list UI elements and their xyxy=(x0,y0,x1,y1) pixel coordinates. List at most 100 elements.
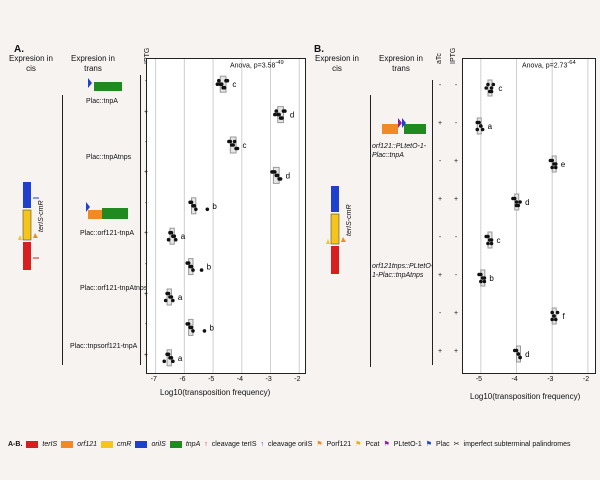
data-point xyxy=(218,82,223,86)
porf121-promoter-icon xyxy=(341,237,346,242)
data-point xyxy=(163,298,168,303)
plac-promoter-icon xyxy=(88,78,92,88)
significance-letter: b xyxy=(212,202,217,211)
cmR-block xyxy=(22,209,32,241)
terIS-block xyxy=(331,246,339,274)
panel-a-trans-bracket xyxy=(140,75,141,365)
panel-b-anova: Anova, p=2.73-64 xyxy=(522,60,576,70)
x-tick-label: -4 xyxy=(511,376,518,383)
condition-sign: + xyxy=(453,310,459,317)
data-point xyxy=(512,196,517,201)
significance-letter: d xyxy=(290,111,294,120)
significance-letter: c xyxy=(497,236,501,245)
legend-cleavage-oriIS: cleavage oriIS xyxy=(268,440,313,448)
condition-sign: - xyxy=(438,82,442,89)
panel-b-bracket xyxy=(370,95,371,367)
data-point xyxy=(275,173,280,178)
condition-sign: + xyxy=(143,169,149,177)
condition-sign: + xyxy=(437,196,443,203)
data-point xyxy=(173,237,178,242)
x-tick-label: -5 xyxy=(208,376,215,383)
data-point xyxy=(480,127,485,132)
significance-letter: a xyxy=(178,293,183,302)
legend-cmR: cmR xyxy=(117,440,132,448)
x-tick-label: -4 xyxy=(236,376,244,383)
tnpA-swatch xyxy=(169,440,182,448)
panel-b-atc: aTc xyxy=(436,53,443,64)
data-point xyxy=(553,162,558,166)
data-point xyxy=(489,241,494,246)
x-tick-label: -6 xyxy=(179,376,186,383)
data-point xyxy=(514,200,519,204)
data-point xyxy=(491,82,496,87)
x-tick-label: -2 xyxy=(582,376,590,383)
significance-letter: b xyxy=(209,323,214,332)
significance-letter: a xyxy=(488,122,493,131)
significance-letter: c xyxy=(498,84,502,93)
cleavage-terIS-arrow-icon: ↑ xyxy=(204,440,208,448)
condition-sign: + xyxy=(453,158,459,165)
condition-3-label: Plac::orf121-tnpA xyxy=(80,230,135,237)
panel-b-plot-svg: c a e d c b f d xyxy=(475,59,589,373)
data-point xyxy=(550,310,554,315)
orf121-swatch xyxy=(61,440,74,448)
condition-sign: - xyxy=(454,234,458,241)
condition-sign: + xyxy=(143,108,149,116)
legend-label: A-B. xyxy=(8,440,23,448)
data-point xyxy=(548,158,553,163)
panel-b-trans-bracket xyxy=(432,80,433,365)
data-point xyxy=(172,234,177,238)
data-point xyxy=(550,317,554,322)
condition-sign: - xyxy=(438,158,442,165)
x-tick-label: -3 xyxy=(547,376,554,383)
data-point xyxy=(235,146,240,151)
condition-sign: + xyxy=(143,291,149,298)
significance-letter: d xyxy=(525,198,529,207)
condition-sign: - xyxy=(454,272,458,279)
data-point xyxy=(225,78,230,83)
data-point xyxy=(191,268,195,272)
panel-a-expr-cis: Expresion in cis xyxy=(8,54,54,73)
condition-sign: + xyxy=(453,348,459,355)
condition-4-label: Plac::orf121-tnpAtnps xyxy=(80,285,148,292)
data-point xyxy=(278,177,283,181)
data-point xyxy=(275,112,280,117)
legend-pltet: PLtetO-1 xyxy=(393,440,422,448)
data-point xyxy=(514,203,519,208)
condition-sign: + xyxy=(437,120,443,127)
tnpA-block xyxy=(102,208,128,219)
significance-letter: a xyxy=(178,354,183,363)
panel-a-expr-trans: Expresion in trans xyxy=(70,54,116,73)
cmR-swatch xyxy=(101,440,114,448)
panel-a-plot-svg: c d c d b a b a b a xyxy=(155,59,300,373)
plac-promoter-icon xyxy=(86,202,90,212)
panel-b-condition-2: orf121tnps::PLtetO-1-Plac::tnpAtnps xyxy=(372,263,434,279)
x-tick-label: -7 xyxy=(150,376,157,383)
panel-b-expr-trans: Expresion in trans xyxy=(378,54,424,73)
data-point xyxy=(482,276,487,280)
data-point xyxy=(273,170,277,174)
significance-letter: d xyxy=(525,350,529,359)
condition-sign: + xyxy=(143,230,149,238)
data-point xyxy=(171,298,175,303)
data-point xyxy=(221,85,225,90)
x-tick-label: -2 xyxy=(294,376,301,383)
legend-cleavage-terIS: cleavage terIS xyxy=(211,440,257,448)
legend-palindromes: imperfect subterminal palindromes xyxy=(463,440,571,448)
oriIS-block xyxy=(23,182,31,208)
data-point xyxy=(232,139,237,144)
condition-sign: - xyxy=(438,234,442,241)
legend-terIS: terIS xyxy=(42,440,58,448)
condition-sign: + xyxy=(437,348,443,355)
data-point xyxy=(518,355,522,360)
plac-orf121-tnpA-construct xyxy=(86,202,128,219)
data-point xyxy=(512,348,517,353)
legend-pcat: Pcat xyxy=(365,440,380,448)
plac-flag-icon: ⚑ xyxy=(425,441,433,448)
oriIS-swatch xyxy=(135,440,148,448)
plac-tnpA-construct xyxy=(88,78,122,91)
data-point xyxy=(205,207,210,212)
porf121-flag-icon: ⚑ xyxy=(316,441,323,448)
significance-letter: f xyxy=(563,312,566,321)
pltet-promoter-icon xyxy=(398,118,402,128)
